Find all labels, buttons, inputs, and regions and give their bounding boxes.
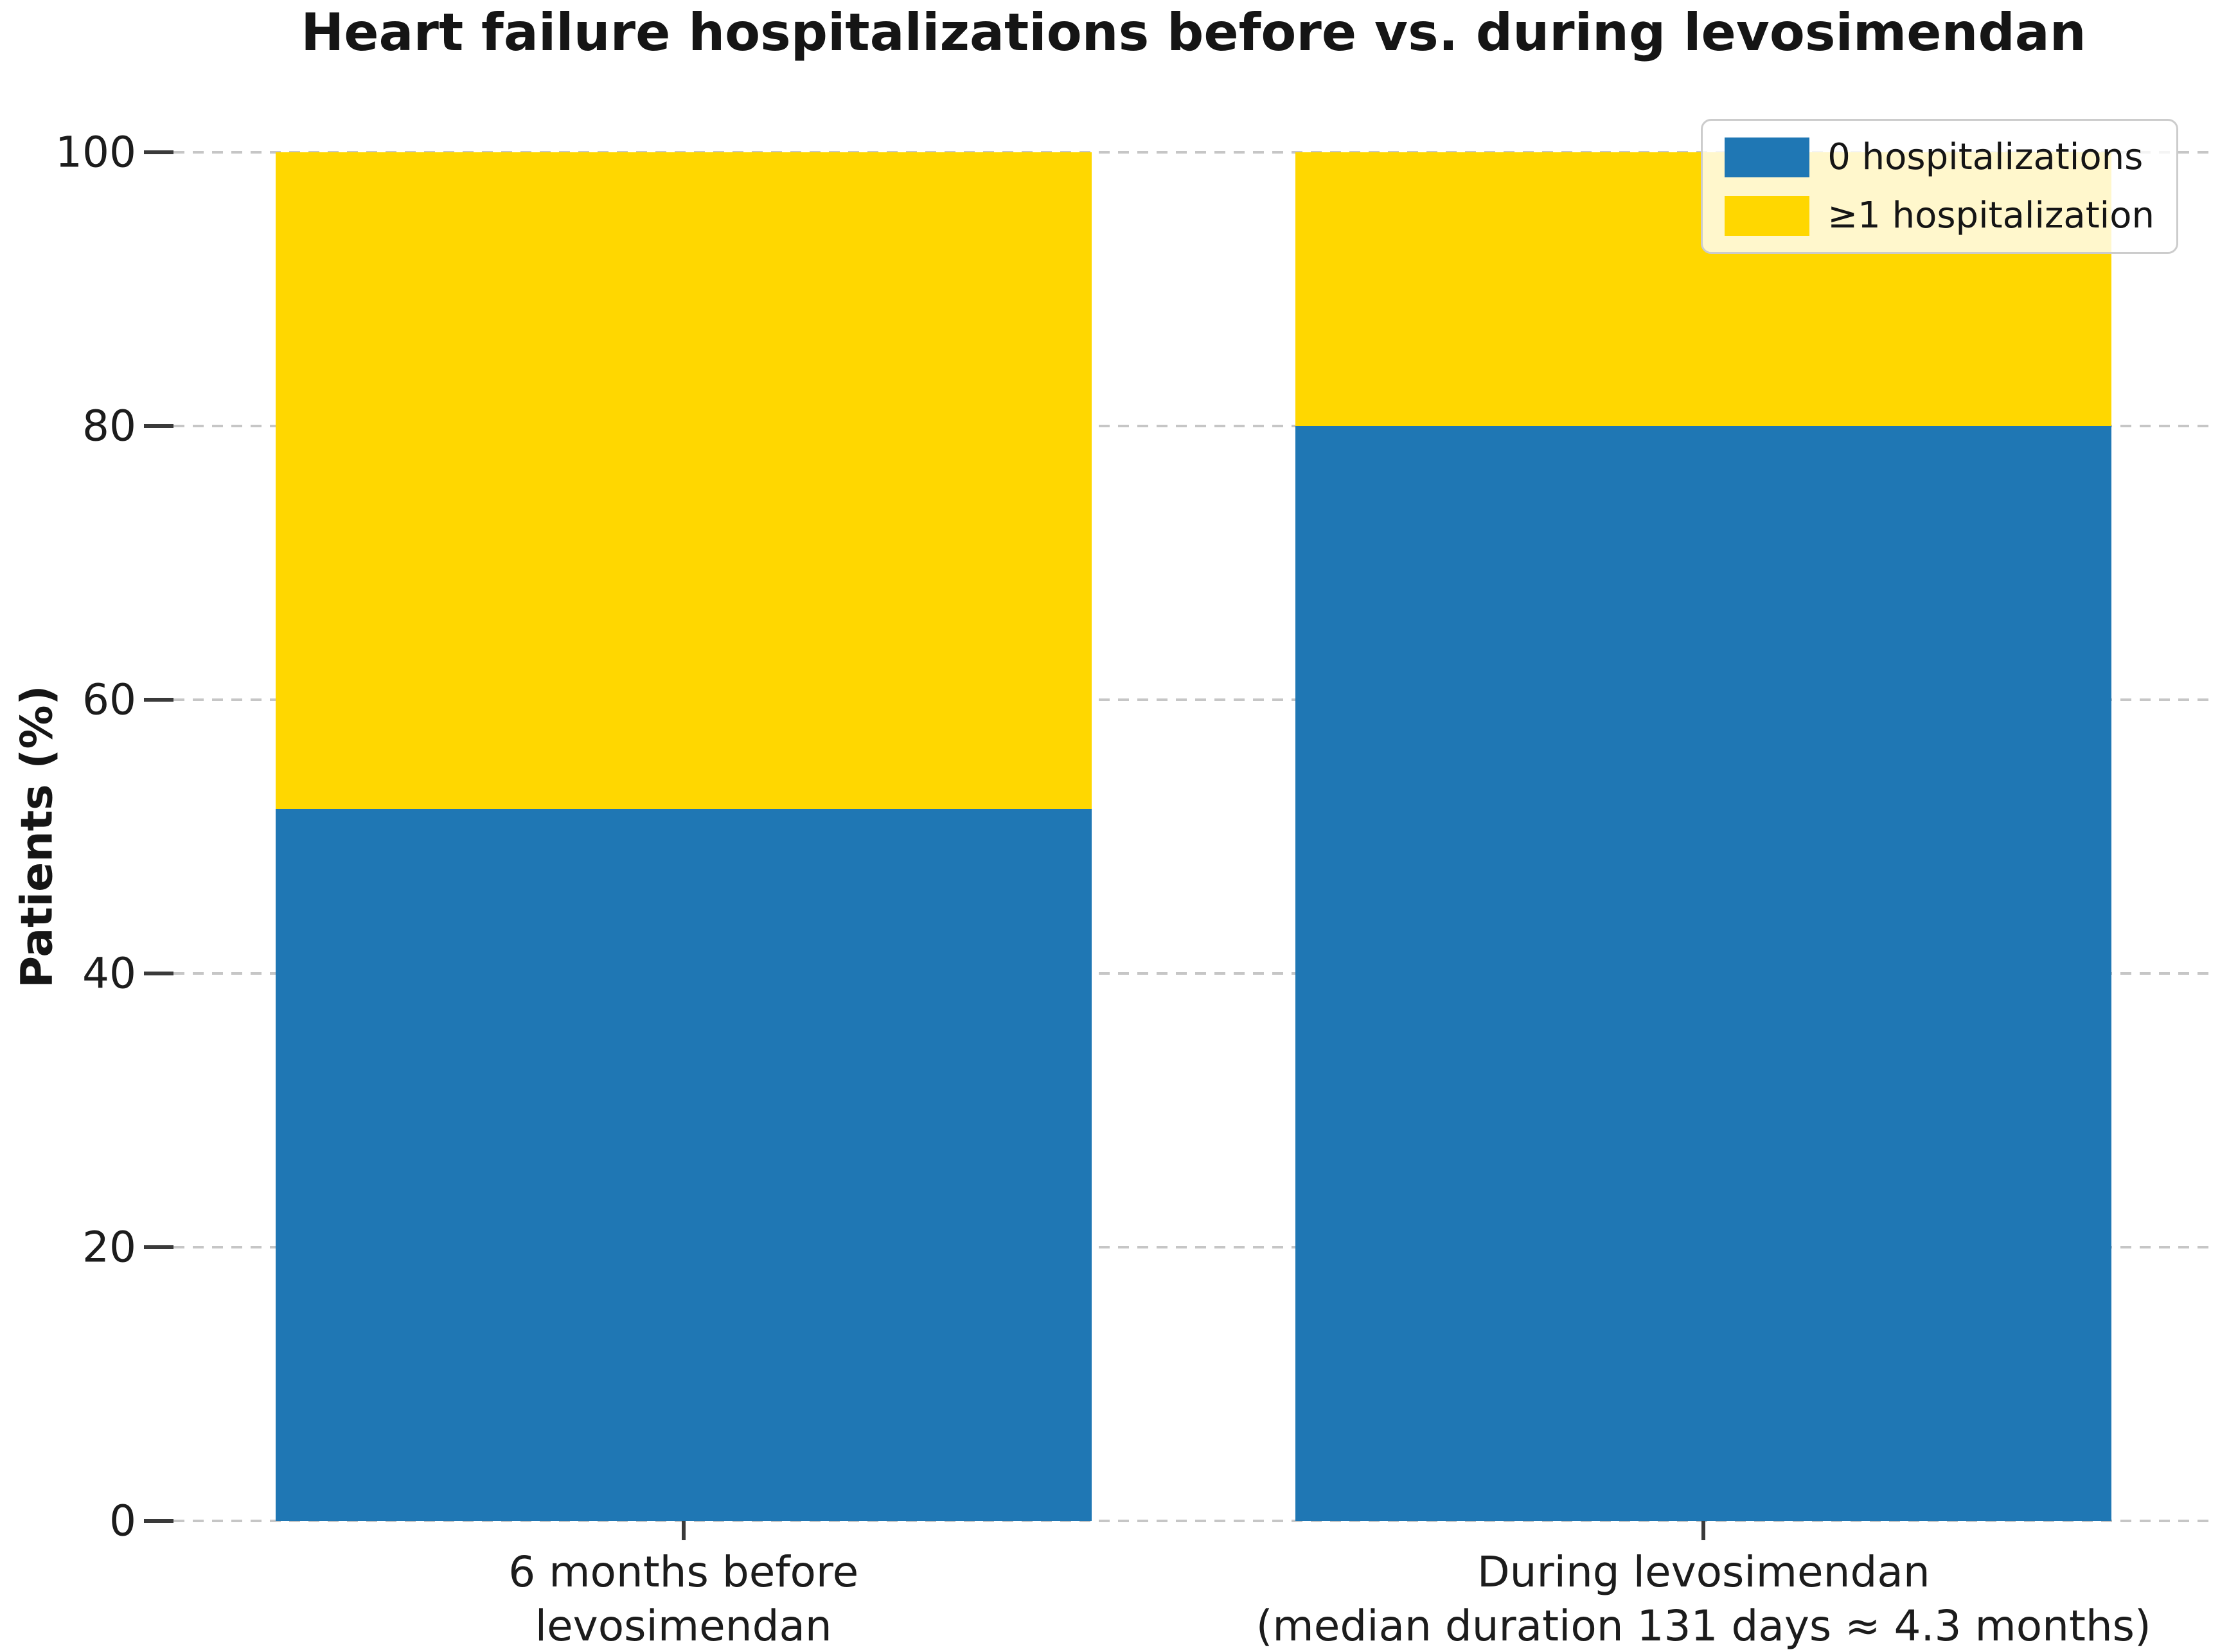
x-tick-label-1: During levosimendan (median duration 131 …	[1256, 1545, 2151, 1652]
legend: 0 hospitalizations ≥1 hospitalization	[1701, 119, 2178, 254]
bar-0-segment-≥1 hospitalization	[275, 152, 1092, 810]
x-tick-label-1-line: During levosimendan	[1477, 1547, 1930, 1597]
legend-label-1: ≥1 hospitalization	[1827, 195, 2154, 236]
legend-swatch-0	[1725, 137, 1810, 177]
y-tick-mark-100	[144, 150, 173, 154]
gridline-y-40	[173, 972, 2214, 975]
gridline-y-20	[173, 1246, 2214, 1248]
y-tick-mark-60	[144, 698, 173, 702]
bar-1	[1295, 152, 2112, 1521]
legend-label-0: 0 hospitalizations	[1827, 136, 2144, 178]
bar-0-segment-0 hospitalizations	[275, 809, 1092, 1521]
gridline-y-0	[173, 1520, 2214, 1522]
y-tick-label-0: 0	[109, 1496, 136, 1546]
x-tick-mark-1	[1701, 1521, 1706, 1540]
x-tick-label-0-line: levosimendan	[535, 1601, 832, 1651]
y-tick-label-40: 40	[82, 948, 136, 999]
bar-0	[275, 152, 1092, 1521]
gridline-y-100	[173, 151, 2214, 154]
gridline-y-60	[173, 698, 2214, 701]
y-tick-mark-80	[144, 424, 173, 428]
gridline-y-80	[173, 425, 2214, 427]
plot-area: 0 hospitalizations ≥1 hospitalization 0 20…	[55, 119, 2214, 1651]
y-tick-label-60: 60	[82, 675, 136, 725]
y-axis-title: Patients (%)	[12, 685, 63, 988]
chart-title: Heart failure hospitalizations before vs…	[301, 3, 2086, 62]
bar-1-segment-0 hospitalizations	[1295, 426, 2112, 1521]
y-tick-label-80: 80	[82, 401, 136, 451]
legend-entry-1: ≥1 hospitalization	[1725, 195, 2154, 236]
x-tick-label-1-line: (median duration 131 days ≈ 4.3 months)	[1256, 1601, 2151, 1651]
legend-swatch-1	[1725, 195, 1810, 236]
y-tick-mark-20	[144, 1245, 173, 1249]
y-tick-mark-0	[144, 1519, 173, 1523]
y-tick-label-100: 100	[55, 127, 136, 177]
y-tick-label-20: 20	[82, 1222, 136, 1272]
x-tick-label-0: 6 months before levosimendan	[508, 1545, 858, 1652]
x-tick-label-0-line: 6 months before	[508, 1547, 859, 1597]
y-tick-mark-40	[144, 972, 173, 975]
x-tick-mark-0	[681, 1521, 686, 1540]
legend-entry-0: 0 hospitalizations	[1725, 136, 2154, 178]
